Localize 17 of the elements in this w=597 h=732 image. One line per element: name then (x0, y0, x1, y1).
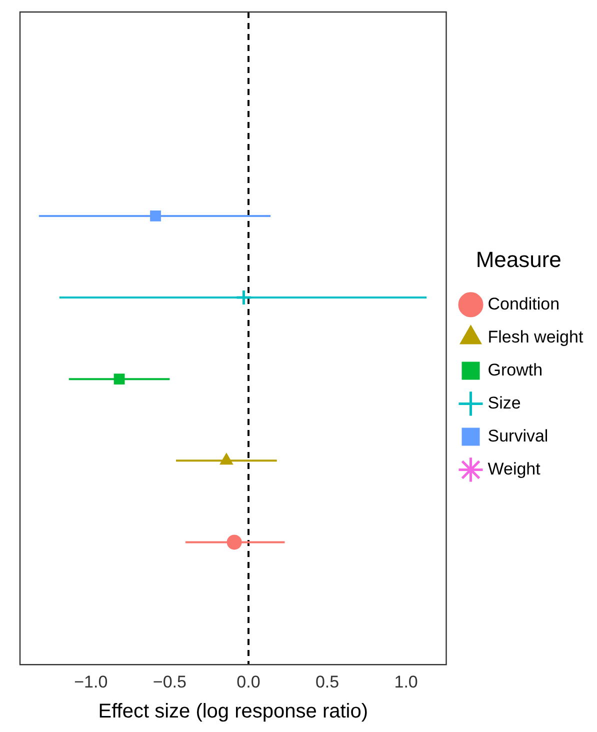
legend-label: Survival (488, 426, 548, 446)
x-tick-label: 0.5 (315, 672, 340, 692)
legend-label: Size (488, 393, 521, 412)
x-tick-label: 0.0 (236, 672, 260, 692)
x-tick-label: 1.0 (394, 672, 418, 692)
legend-title: Measure (476, 246, 562, 272)
point (226, 534, 242, 550)
point (150, 210, 161, 222)
legend-label: Growth (488, 360, 543, 380)
point (114, 374, 125, 385)
point (236, 289, 252, 306)
x-tick-label: −0.5 (152, 672, 186, 692)
x-axis-title: Effect size (log response ratio) (98, 700, 368, 723)
legend-label: Condition (488, 294, 560, 314)
x-tick-label: −1.0 (74, 672, 108, 692)
legend-label: Flesh weight (488, 327, 584, 346)
legend-label: Weight (488, 459, 541, 478)
